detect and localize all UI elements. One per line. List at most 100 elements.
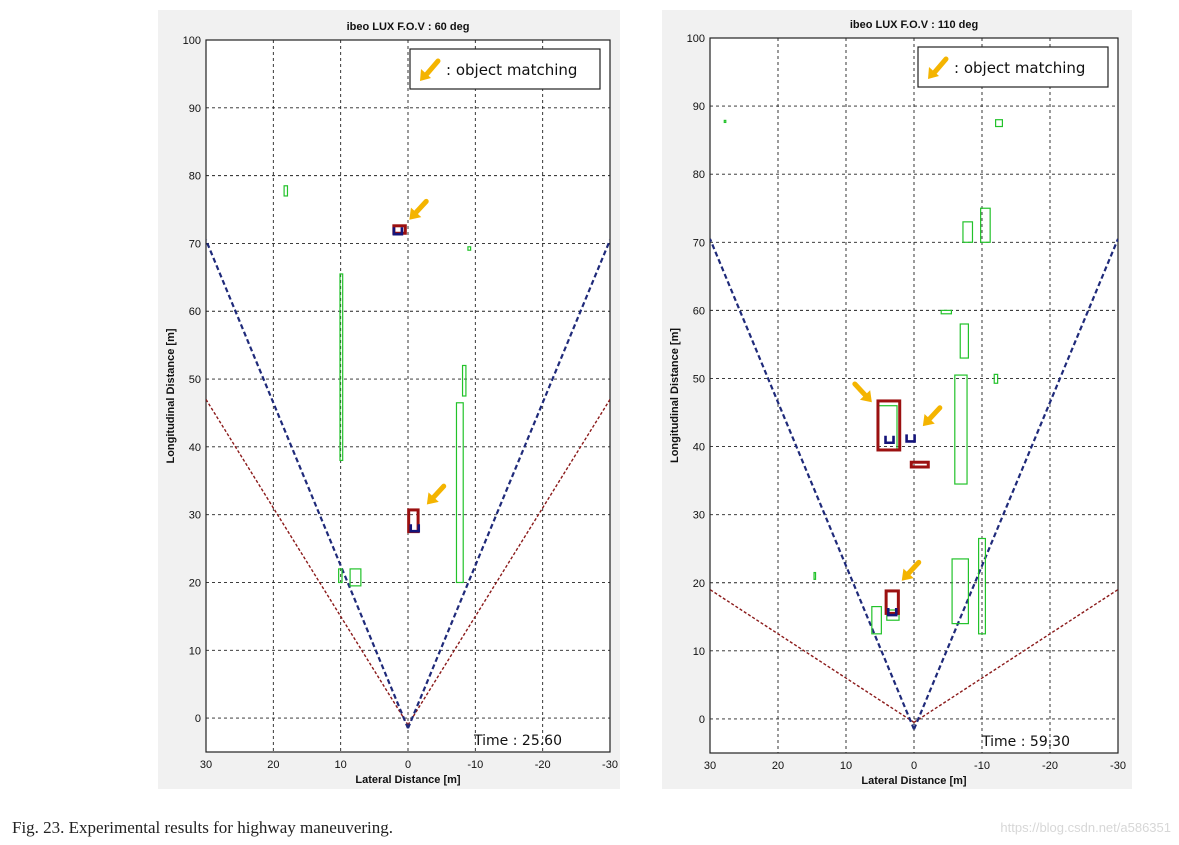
x-tick-label: 10 [335, 759, 347, 771]
match-arrow-shaft [927, 405, 943, 422]
ego-marker [884, 435, 895, 445]
ego-marker [886, 608, 898, 617]
ego-marker [392, 227, 404, 236]
sensor-fov-line [407, 399, 610, 726]
x-axis-label: Lateral Distance [m] [861, 775, 966, 787]
time-label: Time : 59.30 [981, 734, 1070, 750]
y-axis-label: Longitudinal Distance [m] [669, 328, 681, 463]
match-arrow-head [901, 568, 914, 581]
fov-boundary-line [206, 239, 410, 729]
raw-object-box [954, 374, 968, 485]
x-tick-label: 20 [772, 760, 784, 772]
x-tick-label: 10 [840, 760, 852, 772]
y-tick-label: 80 [693, 169, 705, 181]
fov-boundary-line [912, 238, 1118, 730]
figure-caption: Fig. 23. Experimental results for highwa… [12, 818, 393, 837]
legend-text: : object matching [446, 61, 577, 79]
y-tick-label: 60 [693, 305, 705, 317]
legend-text: : object matching [954, 59, 1085, 77]
raw-object-box [940, 309, 953, 315]
legend-arrow-head [928, 67, 939, 79]
chart-panel-left: ibeo LUX F.O.V : 60 deg 30 20 10 0 -10 -20 -30 0… [158, 10, 620, 789]
y-tick-label: 40 [693, 442, 705, 454]
y-tick-label: 90 [189, 103, 201, 115]
y-tick-label: 70 [693, 237, 705, 249]
raw-object-box [283, 185, 289, 197]
raw-object-box [959, 323, 969, 359]
legend-box [409, 48, 601, 90]
sensor-fov-line [206, 399, 409, 726]
raw-object-box [978, 537, 987, 635]
x-tick-label: -30 [1110, 760, 1126, 772]
raw-object-box [951, 558, 969, 625]
raw-object-box [993, 373, 999, 384]
y-tick-label: 50 [189, 374, 201, 386]
y-axis-label: Longitudinal Distance [m] [165, 328, 177, 463]
fov-boundary-line [406, 239, 610, 729]
raw-object-box [338, 568, 343, 584]
y-tick-label: 70 [189, 238, 201, 250]
tracked-object-box [909, 460, 930, 469]
y-tick-label: 30 [189, 510, 201, 522]
match-arrow-head [426, 492, 439, 505]
sensor-fov-line [913, 588, 1118, 723]
y-tick-label: 40 [189, 442, 201, 454]
x-tick-label: -20 [535, 759, 551, 771]
x-tick-label: -10 [974, 760, 990, 772]
raw-object-box [339, 273, 344, 462]
y-tick-label: 0 [195, 713, 201, 725]
match-arrow-head [859, 390, 872, 403]
chart-title: ibeo LUX F.O.V : 110 deg [850, 19, 978, 31]
x-tick-label: -20 [1042, 760, 1058, 772]
y-tick-label: 10 [693, 646, 705, 658]
raw-object-box [995, 119, 1004, 128]
raw-object-box [723, 119, 727, 124]
legend-arrow-shaft [931, 56, 949, 76]
y-tick-label: 60 [189, 306, 201, 318]
raw-object-box [962, 221, 974, 243]
match-arrow-shaft [906, 559, 922, 576]
ego-marker [409, 524, 421, 533]
chart-title: ibeo LUX F.O.V : 60 deg [347, 21, 470, 33]
raw-object-box [467, 246, 472, 251]
y-tick-label: 0 [699, 714, 705, 726]
x-tick-label: 30 [200, 759, 212, 771]
match-arrow-head [409, 207, 422, 220]
x-tick-label: -30 [602, 759, 618, 771]
match-arrow-shaft [852, 381, 868, 398]
plot-frame [709, 37, 1119, 754]
y-tick-label: 30 [693, 510, 705, 522]
plot-frame [205, 39, 611, 753]
raw-object-box [813, 571, 817, 580]
raw-object-box [980, 207, 991, 243]
x-tick-label: 0 [405, 759, 411, 771]
y-tick-label: 80 [189, 171, 201, 183]
raw-object-box [871, 605, 882, 635]
plot-data-group [710, 119, 1118, 730]
plot-data-group [206, 185, 610, 729]
legend-box [917, 46, 1109, 88]
tracked-object-box [876, 399, 902, 452]
x-axis-label: Lateral Distance [m] [355, 774, 460, 786]
raw-object-box [886, 609, 900, 621]
legend-arrow-head [420, 69, 431, 81]
sensor-fov-line [710, 588, 915, 723]
match-arrow-shaft [431, 483, 447, 500]
chart-panel-right: ibeo LUX F.O.V : 110 deg 30 20 10 0 -10 -20 -30… [662, 10, 1132, 789]
y-tick-label: 100 [183, 35, 201, 47]
match-arrow-shaft [413, 198, 429, 215]
tracked-object-box [884, 589, 900, 615]
raw-object-box [461, 364, 467, 397]
match-arrow-head [922, 414, 935, 427]
x-tick-label: 0 [911, 760, 917, 772]
y-tick-label: 20 [189, 577, 201, 589]
x-tick-label: 30 [704, 760, 716, 772]
y-tick-label: 20 [693, 578, 705, 590]
legend-arrow-shaft [423, 58, 441, 78]
x-tick-label: -10 [467, 759, 483, 771]
time-label: Time : 25.60 [473, 733, 562, 749]
raw-object-box [455, 402, 464, 584]
y-tick-label: 100 [687, 33, 705, 45]
